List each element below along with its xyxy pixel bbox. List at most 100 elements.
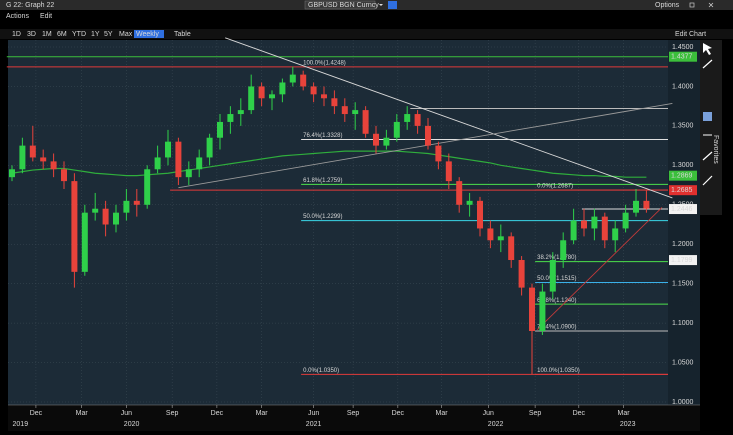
candle-body (601, 216, 608, 241)
candle-body (352, 110, 359, 115)
range-button[interactable]: 3D (27, 31, 36, 38)
candle-body (9, 169, 15, 178)
level-label: 38.2%(1.1780) (537, 255, 576, 261)
y-tick-label: 1.0500 (672, 359, 694, 366)
candle-body (456, 181, 463, 205)
x-tick-label: Dec (392, 410, 405, 417)
candle-body (185, 169, 192, 178)
candle-body (123, 200, 130, 213)
level-label: 50.0%(1.2299) (303, 214, 342, 220)
level-label: 50.0%(1.1515) (537, 276, 576, 282)
candle-body (643, 200, 650, 209)
level-label: 100.0%(1.4248) (303, 60, 346, 66)
range-button[interactable]: Weekly (136, 31, 159, 38)
range-button[interactable]: 6M (57, 31, 67, 38)
y-tick-label: 1.3500 (672, 123, 694, 130)
x-tick-label: Mar (76, 410, 89, 417)
candle-body (341, 106, 348, 115)
x-tick-label: Mar (256, 410, 269, 417)
year-label: 2023 (620, 421, 636, 428)
x-tick-label: Sep (166, 410, 179, 417)
range-button[interactable]: YTD (72, 31, 86, 38)
range-button[interactable]: 1Y (91, 31, 100, 38)
candle-body (175, 141, 182, 178)
ticker-dropdown[interactable] (379, 4, 383, 6)
level-label: 76.4%(1.0900) (537, 325, 576, 331)
candle-body (477, 200, 483, 229)
y-tick-label: 1.1000 (672, 320, 694, 327)
candle-body (196, 157, 203, 170)
tool-line[interactable] (702, 59, 713, 69)
trendline (536, 207, 663, 330)
candle-body (206, 137, 213, 158)
x-tick-label: Dec (211, 410, 224, 417)
range-button[interactable]: 1D (12, 31, 21, 38)
candle-body (321, 94, 327, 99)
level-label: 0.0%(1.2687) (537, 184, 573, 190)
candle-body (331, 98, 338, 107)
y-tick-label: 1.0000 (672, 399, 694, 406)
y-tick-label: 1.1500 (672, 281, 694, 288)
candle-body (217, 121, 223, 138)
price-tag (669, 185, 697, 196)
candle-body (425, 125, 431, 146)
range-button[interactable]: 1M (42, 31, 52, 38)
toolbar (700, 40, 722, 215)
candle-body (61, 169, 67, 182)
restore-button[interactable] (689, 2, 695, 8)
candle-body (165, 141, 171, 158)
menu-actions[interactable]: Actions (6, 13, 29, 20)
candle-body (622, 212, 629, 229)
price-tag-label: 1.4377 (671, 54, 693, 61)
year-label: 2022 (488, 421, 504, 428)
y-tick-label: 1.4000 (672, 83, 694, 90)
candle-body (19, 145, 26, 170)
candle-body (248, 86, 255, 111)
x-tick-label: Jun (308, 410, 319, 417)
favorites[interactable]: Favorites (712, 135, 719, 164)
tool-pointer[interactable] (703, 43, 712, 55)
candle-body (591, 216, 598, 229)
range-button[interactable]: Table (174, 31, 191, 38)
price-tag (669, 255, 697, 266)
tool-channel[interactable] (702, 175, 713, 186)
candle-body (269, 94, 275, 99)
menu-edit[interactable]: Edit (40, 13, 52, 20)
candle-body (92, 208, 99, 213)
edit-chart[interactable]: Edit Chart (675, 31, 706, 38)
candle-body (404, 114, 411, 122)
tool-fib[interactable] (703, 112, 712, 121)
candle-body (154, 157, 161, 170)
range-button[interactable]: 5Y (104, 31, 113, 38)
ticker-go[interactable] (388, 1, 397, 9)
x-tick-label: Dec (30, 410, 43, 417)
candle-body (414, 114, 421, 126)
candle-body (633, 200, 639, 213)
candle-body (258, 86, 265, 99)
ticker-field[interactable] (304, 0, 376, 10)
candle-body (539, 291, 546, 331)
candle-body (40, 157, 47, 162)
candle-body (310, 86, 317, 95)
window-title: G 22: Graph 22 (6, 2, 54, 9)
candle-body (549, 260, 556, 292)
x-tick-label: Sep (347, 410, 360, 417)
tool-trend[interactable] (702, 151, 713, 161)
range-button[interactable]: Max (119, 31, 133, 38)
ticker: GBPUSD BGN Curncy (308, 2, 379, 9)
candle-body (237, 110, 244, 115)
candle-body (393, 121, 400, 138)
y-tick-label: 1.4500 (672, 44, 694, 51)
candle-body (497, 236, 504, 241)
options[interactable]: Options (655, 2, 680, 9)
close-button[interactable] (708, 2, 714, 8)
x-tick-label: Dec (573, 410, 586, 417)
candle-body (508, 236, 515, 260)
level-label: 61.8%(1.1240) (537, 298, 576, 304)
y-axis-area (668, 40, 700, 405)
price-tag-label: 1.2869 (671, 173, 693, 180)
level-label: 0.0%(1.0350) (303, 368, 339, 374)
candle-body (435, 145, 442, 162)
